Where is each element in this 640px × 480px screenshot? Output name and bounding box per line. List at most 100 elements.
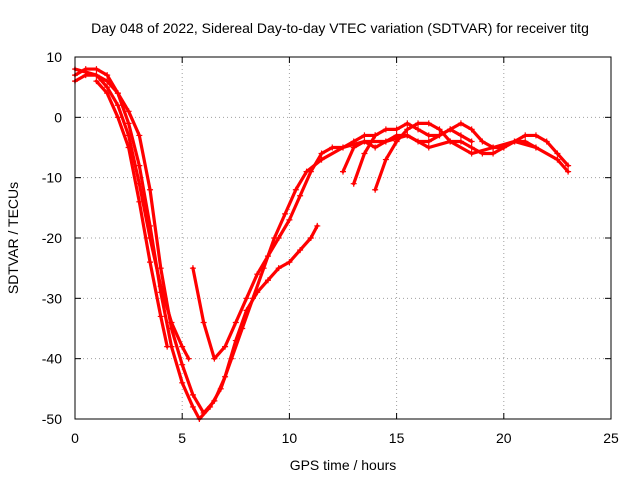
series-line-track-5 — [191, 133, 377, 361]
data-point — [104, 72, 111, 79]
data-point — [275, 265, 282, 272]
data-point — [125, 108, 132, 115]
data-point — [372, 186, 379, 193]
data-point — [239, 325, 246, 332]
data-point — [314, 222, 321, 229]
data-point — [447, 138, 454, 145]
data-point — [468, 144, 475, 151]
data-point — [286, 216, 293, 223]
data-point — [228, 355, 235, 362]
y-tick-label: -10 — [42, 170, 62, 186]
y-axis-label: SDTVAR / TECUs — [5, 182, 21, 294]
data-point — [340, 144, 346, 151]
data-point — [415, 138, 422, 145]
data-point — [93, 72, 100, 79]
data-point — [93, 66, 100, 73]
data-point — [264, 277, 271, 284]
series-line-track-3 — [73, 67, 570, 421]
series-line-track-4 — [94, 79, 169, 349]
data-point — [425, 144, 432, 151]
data-point — [282, 210, 289, 217]
data-point — [189, 391, 196, 398]
data-point — [565, 168, 572, 175]
data-point — [522, 138, 529, 145]
grid-lines — [75, 57, 611, 419]
data-point — [468, 150, 475, 157]
data-point — [436, 132, 443, 139]
data-point — [297, 247, 304, 254]
data-point — [318, 150, 325, 157]
data-point — [382, 126, 389, 133]
data-point — [457, 138, 464, 145]
data-point — [425, 120, 432, 127]
data-point — [500, 144, 507, 151]
data-point — [490, 144, 497, 151]
data-point — [415, 126, 422, 133]
data-point — [522, 132, 529, 139]
data-point — [275, 235, 282, 241]
data-point — [361, 132, 368, 139]
data-point — [200, 319, 207, 326]
data-point — [372, 132, 379, 139]
data-point — [404, 120, 411, 127]
data-point — [543, 138, 550, 145]
data-point — [532, 132, 539, 139]
data-point — [125, 144, 132, 151]
data-point — [457, 120, 464, 127]
y-tick-label: -50 — [42, 411, 62, 427]
data-point — [468, 126, 475, 133]
data-point — [382, 156, 389, 163]
data-point — [104, 90, 111, 97]
data-point — [147, 222, 154, 229]
x-tick-label: 25 — [603, 430, 619, 446]
data-point — [249, 295, 256, 302]
data-point — [179, 361, 186, 368]
data-point — [185, 355, 192, 362]
data-point — [329, 144, 336, 151]
data-point — [232, 319, 239, 326]
data-point — [447, 126, 454, 133]
x-tick-label: 15 — [389, 430, 405, 446]
data-point — [415, 120, 422, 127]
data-points-layer — [72, 66, 572, 422]
data-point — [340, 168, 346, 175]
chart-title: Day 048 of 2022, Sidereal Day-to-day VTE… — [91, 20, 589, 36]
data-point — [136, 198, 143, 205]
data-point — [157, 313, 164, 320]
data-point — [307, 235, 314, 241]
data-point — [350, 144, 357, 151]
data-point — [125, 120, 132, 127]
data-point — [554, 150, 561, 157]
data-point — [425, 132, 432, 139]
data-point — [114, 114, 121, 121]
data-point — [393, 132, 400, 139]
data-point — [82, 66, 89, 73]
data-point — [490, 150, 497, 157]
data-point — [554, 156, 561, 163]
y-tick-label: -30 — [42, 290, 62, 306]
data-point — [136, 132, 143, 139]
y-tick-label: 0 — [54, 109, 62, 125]
x-tick-label: 10 — [282, 430, 298, 446]
data-point — [393, 126, 400, 133]
x-axis-label: GPS time / hours — [290, 457, 397, 473]
data-point — [147, 259, 154, 266]
y-tick-label: -20 — [42, 230, 62, 246]
data-point — [211, 355, 218, 362]
series-line-track-6 — [352, 121, 570, 186]
data-point — [307, 168, 314, 175]
data-point — [179, 379, 186, 386]
data-point — [404, 126, 411, 133]
data-point — [243, 295, 250, 302]
data-point — [157, 265, 164, 272]
series-line-track-1 — [73, 67, 319, 415]
axis-ticks: 0 5 10 15 20 25 -50 -40 -30 -20 -10 0 10 — [42, 49, 619, 446]
data-point — [164, 343, 171, 350]
data-point — [189, 265, 196, 272]
data-point — [425, 138, 432, 145]
data-point — [157, 289, 164, 296]
x-tick-label: 5 — [178, 430, 186, 446]
data-point — [479, 138, 486, 145]
data-point — [114, 90, 121, 97]
